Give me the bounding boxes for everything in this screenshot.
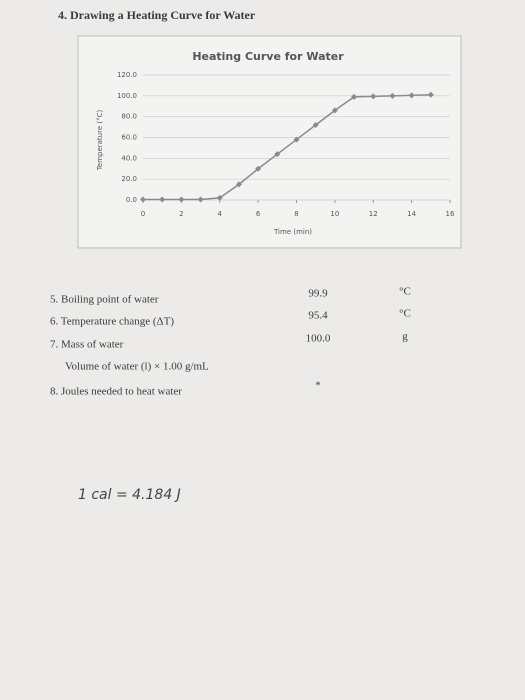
data-point: [178, 196, 185, 203]
answer-unit: °C: [399, 286, 411, 298]
x-tick-label: 12: [369, 210, 378, 218]
answer-value: 95.4: [308, 310, 328, 322]
question-label: 8. Joules needed to heat water: [50, 386, 182, 398]
question-label: 7. Mass of water: [50, 339, 124, 351]
data-point: [140, 196, 146, 203]
question-label: Volume of water (l) × 1.00 g/mL: [65, 361, 209, 373]
data-point: [255, 165, 262, 172]
data-point: [351, 93, 358, 100]
answer-unit: g: [402, 331, 408, 343]
series-line: [143, 94, 431, 201]
y-tick-label: 120.0: [117, 71, 137, 79]
x-tick-label: 0: [141, 210, 145, 218]
question-label: 6. Temperature change (ΔT): [50, 316, 174, 328]
data-point: [427, 91, 434, 98]
y-tick-label: 20.0: [121, 175, 137, 183]
data-point: [389, 92, 396, 99]
x-tick-label: 6: [256, 210, 261, 218]
data-point: [331, 107, 338, 114]
chart-frame: [77, 35, 462, 249]
y-axis-label: Temperature (°C): [96, 110, 104, 172]
data-point: [235, 181, 242, 188]
data-point: [408, 92, 415, 99]
x-tick-label: 14: [407, 210, 416, 218]
x-tick-label: 4: [218, 210, 223, 218]
question-label: 5. Boiling point of water: [50, 294, 159, 306]
y-tick-label: 80.0: [121, 113, 137, 121]
data-point: [312, 122, 319, 128]
x-tick-label: 16: [446, 210, 455, 218]
y-tick-label: 60.0: [121, 134, 137, 142]
handwritten-note: 1 cal = 4.184 J: [78, 487, 181, 503]
y-tick-label: 0.0: [126, 196, 137, 204]
data-point: [274, 151, 281, 158]
answer-value: 99.9: [308, 288, 328, 300]
answer-unit: °C: [399, 308, 411, 320]
x-axis-label: Time (min): [273, 228, 312, 236]
x-tick-label: 10: [330, 210, 339, 218]
answer-value: 100.0: [306, 333, 331, 345]
y-tick-label: 100.0: [117, 92, 137, 100]
x-tick-label: 8: [294, 210, 298, 218]
data-point: [216, 194, 223, 201]
answer-value: *: [315, 380, 321, 392]
x-tick-label: 2: [179, 210, 183, 218]
y-tick-label: 40.0: [121, 154, 137, 162]
data-point: [370, 93, 377, 100]
data-point: [197, 196, 204, 203]
chart-title: Heating Curve for Water: [192, 50, 344, 63]
section-title: 4. Drawing a Heating Curve for Water: [58, 8, 256, 22]
data-point: [293, 136, 300, 143]
data-point: [159, 196, 166, 203]
